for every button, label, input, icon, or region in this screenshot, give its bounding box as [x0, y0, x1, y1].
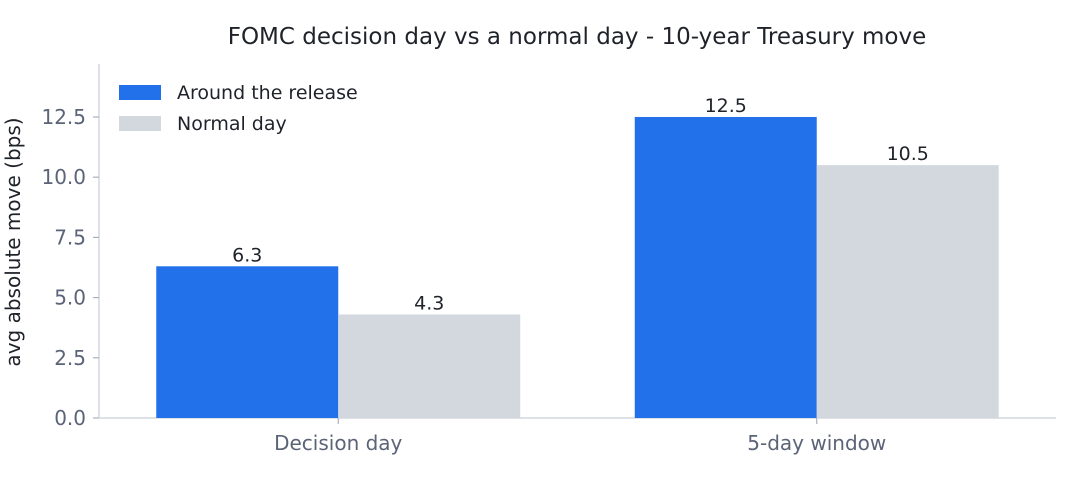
y-tick-label: 2.5 — [54, 346, 86, 370]
data-label: 4.3 — [414, 292, 444, 314]
legend-label: Around the release — [177, 82, 358, 104]
bar-normal-day — [816, 165, 999, 418]
y-tick-label: 5.0 — [54, 286, 86, 310]
y-tick-label: 0.0 — [54, 406, 86, 430]
bar-normal-day — [338, 314, 521, 418]
y-axis-title: avg absolute move (bps) — [1, 117, 25, 366]
x-tick-label: 5-day window — [747, 431, 886, 455]
bar-around-release — [156, 266, 339, 418]
legend: Around the release Normal day — [119, 82, 358, 135]
chart-title: FOMC decision day vs a normal day - 10-y… — [228, 24, 927, 50]
bar-around-release — [634, 116, 817, 419]
x-tick-label: Decision day — [274, 431, 402, 455]
legend-label: Normal day — [177, 113, 287, 135]
data-label: 6.3 — [232, 244, 262, 266]
y-tick-label: 10.0 — [41, 165, 86, 189]
legend-swatch-around-release — [119, 85, 161, 100]
y-tick-label: 12.5 — [41, 105, 86, 129]
data-label: 12.5 — [705, 95, 747, 117]
y-tick-label: 7.5 — [54, 225, 86, 249]
legend-swatch-normal-day — [119, 116, 161, 131]
data-label: 10.5 — [887, 143, 929, 165]
plot-area: 0.0 2.5 5.0 7.5 10.0 12.5 Decision day 6.3 4.3 5-… — [41, 64, 1056, 455]
